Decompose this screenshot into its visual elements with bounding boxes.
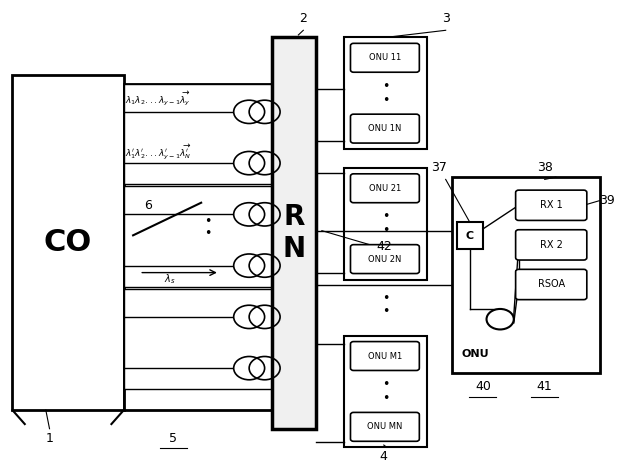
Text: 42: 42 (376, 240, 392, 254)
Text: •: • (382, 292, 389, 305)
Text: ONU M1: ONU M1 (368, 351, 402, 361)
Circle shape (249, 305, 280, 329)
FancyBboxPatch shape (350, 114, 419, 143)
Bar (124, 289, 272, 389)
Text: ONU 21: ONU 21 (369, 184, 401, 193)
Text: •: • (382, 80, 389, 93)
Text: ONU: ONU (461, 349, 489, 359)
Bar (457, 222, 483, 249)
Text: 1: 1 (46, 432, 53, 445)
Circle shape (233, 305, 264, 329)
Text: •: • (382, 392, 389, 405)
Text: $\lambda_1'\lambda_2'...\lambda_{y-1}'\overrightarrow{\lambda_N'}$: $\lambda_1'\lambda_2'...\lambda_{y-1}'\o… (124, 143, 191, 163)
Text: $\lambda_1\lambda_2...\lambda_{y-1}\overrightarrow{\lambda_y}$: $\lambda_1\lambda_2...\lambda_{y-1}\over… (125, 90, 191, 108)
Bar (124, 186, 272, 287)
Text: 37: 37 (431, 161, 448, 174)
FancyBboxPatch shape (516, 269, 587, 300)
Text: 2: 2 (300, 12, 307, 25)
Text: 40: 40 (475, 380, 491, 393)
Text: R
N: R N (282, 203, 306, 263)
Text: C: C (465, 231, 474, 241)
Text: ONU 1N: ONU 1N (368, 124, 402, 133)
Text: 5: 5 (170, 432, 177, 445)
Circle shape (249, 356, 280, 380)
Circle shape (487, 309, 514, 329)
Text: 4: 4 (380, 450, 387, 463)
Text: 6: 6 (145, 199, 152, 212)
Circle shape (233, 356, 264, 380)
Bar (344, 168, 427, 280)
Bar (272, 37, 316, 429)
FancyBboxPatch shape (350, 412, 419, 441)
Text: 3: 3 (442, 12, 449, 25)
Text: •: • (204, 227, 211, 240)
Bar (344, 37, 427, 149)
Bar (124, 84, 272, 184)
Text: •: • (382, 305, 389, 318)
FancyBboxPatch shape (350, 43, 419, 72)
Text: 39: 39 (599, 194, 615, 207)
Circle shape (249, 151, 280, 175)
Circle shape (233, 203, 264, 226)
Text: RSOA: RSOA (538, 280, 565, 289)
Circle shape (233, 100, 264, 123)
FancyBboxPatch shape (350, 174, 419, 203)
Text: RX 2: RX 2 (540, 240, 563, 250)
FancyBboxPatch shape (350, 245, 419, 274)
Text: RX 1: RX 1 (540, 200, 563, 210)
Text: 41: 41 (537, 380, 553, 393)
FancyBboxPatch shape (516, 190, 587, 220)
Text: •: • (382, 210, 389, 223)
FancyBboxPatch shape (516, 230, 587, 260)
Text: ONU MN: ONU MN (367, 422, 402, 432)
Bar (12, 75, 124, 410)
Text: •: • (382, 224, 389, 237)
Circle shape (249, 254, 280, 277)
Text: •: • (382, 378, 389, 391)
Text: ONU 2N: ONU 2N (368, 254, 402, 264)
Text: •: • (382, 94, 389, 107)
Bar (452, 177, 600, 373)
Text: ONU 11: ONU 11 (369, 53, 401, 62)
Text: $\lambda_s$: $\lambda_s$ (165, 272, 176, 286)
Text: CO: CO (44, 228, 92, 257)
Bar (124, 84, 272, 410)
Text: 38: 38 (537, 161, 553, 174)
Circle shape (233, 254, 264, 277)
FancyBboxPatch shape (350, 342, 419, 370)
Circle shape (233, 151, 264, 175)
Circle shape (249, 203, 280, 226)
Text: •: • (204, 215, 211, 228)
Circle shape (249, 100, 280, 123)
Bar (344, 336, 427, 447)
